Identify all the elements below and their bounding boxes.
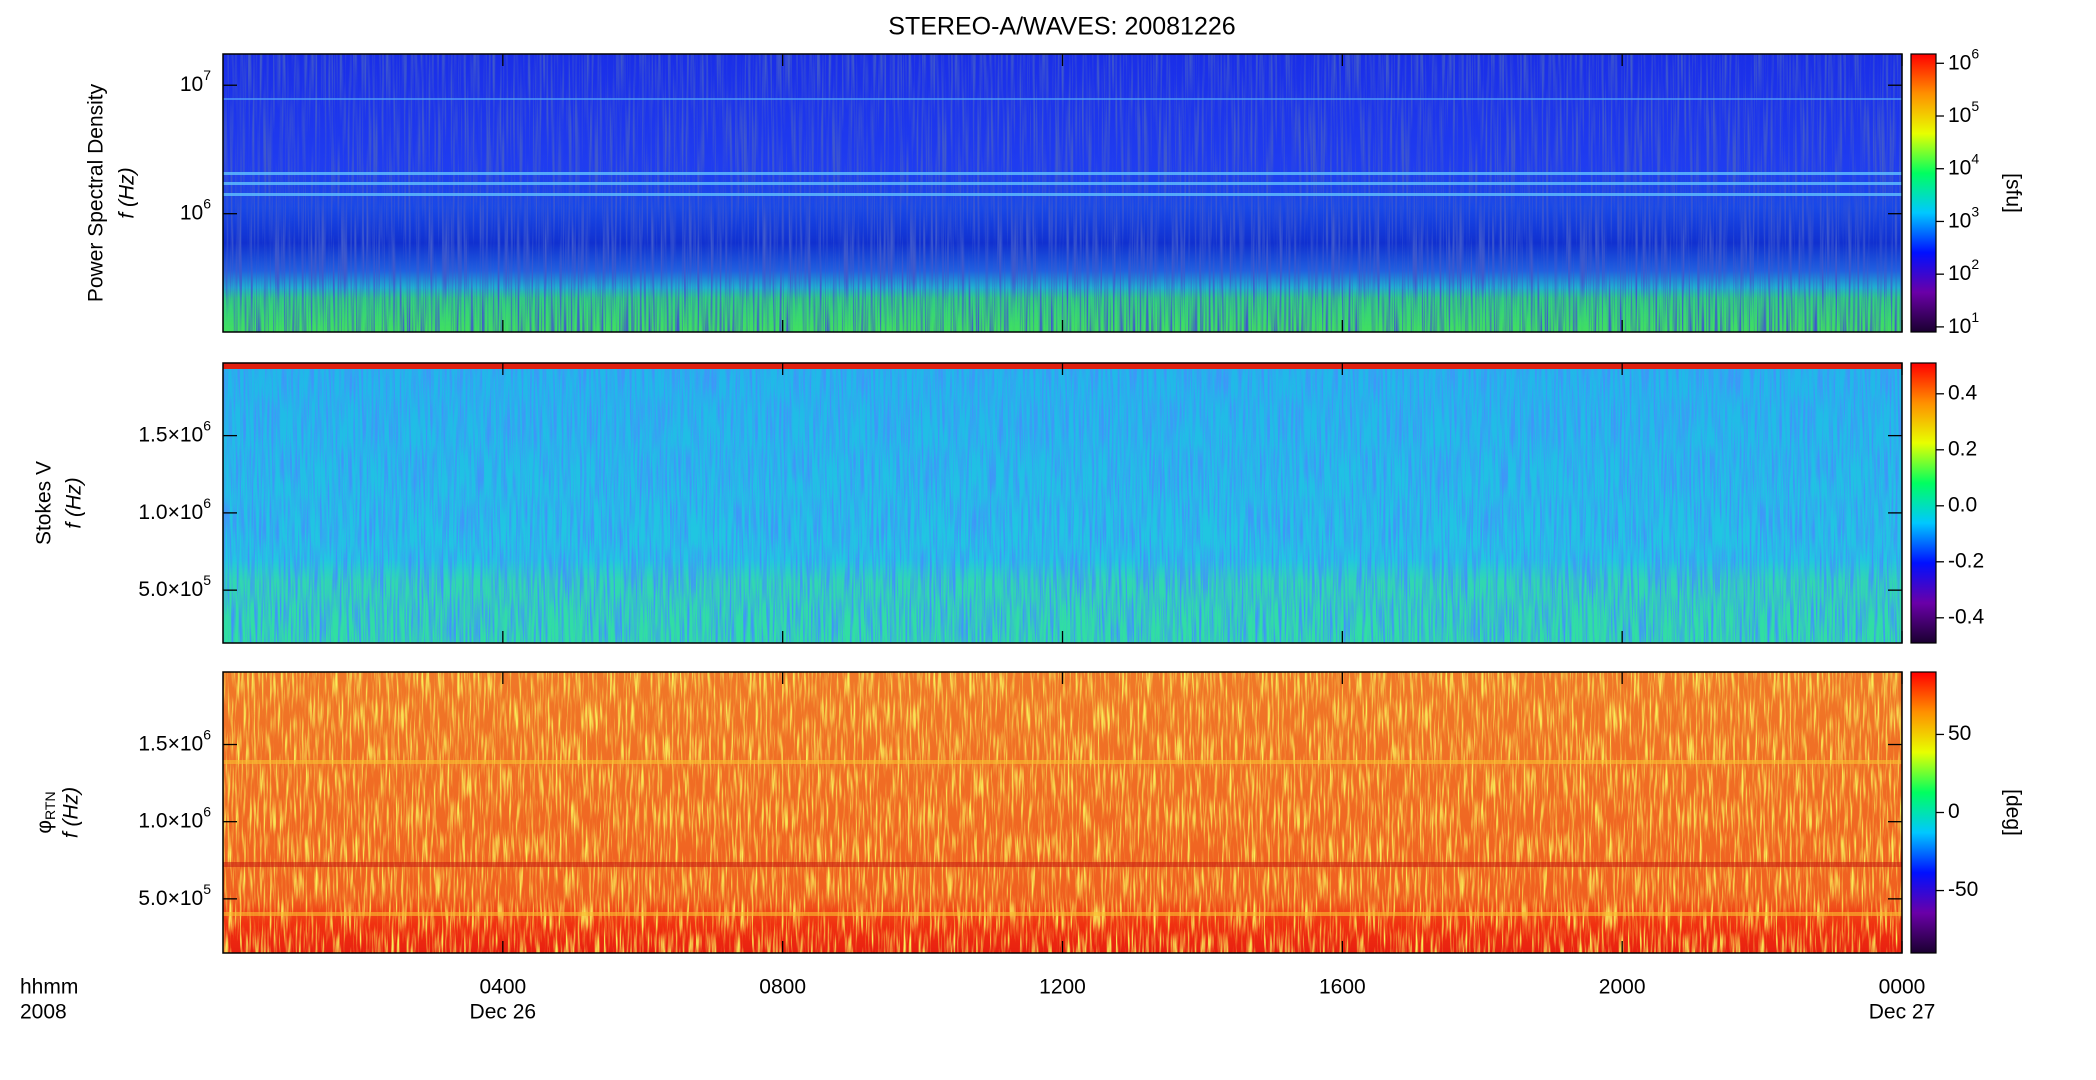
x-tick-label: 0400 <box>479 976 526 999</box>
colorbar-tick-label: 50 <box>1948 722 1971 745</box>
y-tick-label: 5.0×105 <box>138 881 211 910</box>
colorbar-tick-label: 102 <box>1948 256 1979 285</box>
y-axis-label: Power Spectral Density <box>85 83 108 302</box>
y-axis-label: f (Hz) <box>63 477 86 528</box>
colorbar-tick-label: 0.4 <box>1948 381 1978 404</box>
colorbar-tick-label: 106 <box>1948 45 1979 74</box>
x-date-label: Dec 26 <box>470 1001 537 1024</box>
colorbar-tick-label: 103 <box>1948 203 1979 232</box>
colorbar-tick-label: 0 <box>1948 800 1960 823</box>
y-tick-label: 107 <box>180 67 211 96</box>
y-tick-label: 1.5×106 <box>138 417 211 446</box>
x-year-label: 2008 <box>20 1001 67 1024</box>
colorbar-tick-label: 0.0 <box>1948 493 1977 516</box>
colorbar-tick-label: 0.2 <box>1948 437 1977 460</box>
panel-3-image <box>223 672 1902 953</box>
colorbar <box>1910 362 1937 644</box>
colorbar-tick-label: -0.4 <box>1948 605 1985 628</box>
chart-title: STEREO-A/WAVES: 20081226 <box>888 13 1235 41</box>
x-date-label: Dec 27 <box>1869 1001 1936 1024</box>
y-axis-label: φRTN <box>33 791 58 833</box>
y-axis-label: f (Hz) <box>60 787 83 838</box>
x-tick-label: 1600 <box>1319 976 1366 999</box>
colorbar-tick-label: -50 <box>1948 878 1978 901</box>
colorbar-tick-label: 105 <box>1948 98 1979 127</box>
panel-2-image <box>223 363 1902 643</box>
colorbar-label: [deg] <box>2001 789 2024 836</box>
y-tick-label: 106 <box>180 195 211 224</box>
x-tick-label: 2000 <box>1599 976 1646 999</box>
colorbar-tick-label: -0.2 <box>1948 549 1984 572</box>
panel-1-image <box>223 54 1902 332</box>
y-axis-label: Stokes V <box>33 461 56 545</box>
y-tick-label: 1.0×106 <box>138 495 211 524</box>
colorbar-tick-label: 104 <box>1948 150 1979 179</box>
y-axis-label: f (Hz) <box>116 167 139 218</box>
colorbar-tick-label: 101 <box>1948 309 1979 338</box>
y-tick-label: 1.5×106 <box>138 726 211 755</box>
colorbar-label: [sfu] <box>2001 173 2024 213</box>
x-tick-label: 0800 <box>759 976 806 999</box>
y-tick-label: 5.0×105 <box>138 572 211 601</box>
x-unit-label: hhmm <box>20 976 78 999</box>
x-tick-label: 0000 <box>1879 976 1926 999</box>
colorbar <box>1910 671 1937 954</box>
y-tick-label: 1.0×106 <box>138 803 211 832</box>
x-tick-label: 1200 <box>1039 976 1086 999</box>
colorbar <box>1910 53 1937 333</box>
